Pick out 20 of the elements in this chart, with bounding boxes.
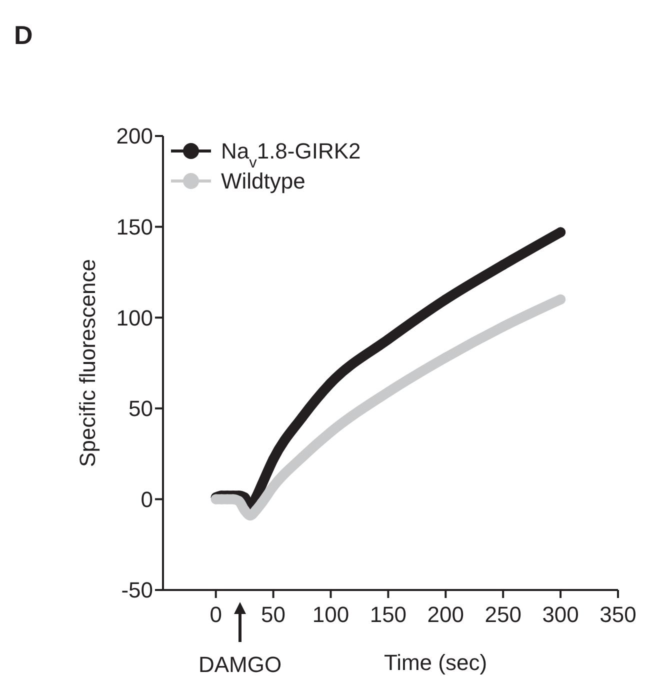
x-axis-title: Time (sec): [384, 650, 488, 675]
y-axis-title: Specific fluorescence: [75, 259, 100, 467]
chart-title: D: [14, 20, 33, 50]
text: DAMGO: [198, 652, 282, 677]
x-tick-label: 150: [370, 602, 407, 627]
x-tick-label: 250: [484, 602, 522, 627]
y-tick-label: 0: [140, 486, 153, 512]
x-tick-label: 50: [261, 602, 286, 627]
x-tick-label: 100: [312, 602, 350, 627]
y-tick-label: 50: [128, 396, 153, 422]
x-tick-label: 0: [210, 602, 222, 627]
legend-label: Wildtype: [221, 168, 306, 194]
x-tick-label: 200: [427, 602, 464, 627]
y-tick-label: -50: [121, 578, 153, 603]
y-tick-label: 150: [116, 214, 153, 240]
legend-label: Na$_{v}$1.8-GIRK2: [221, 138, 361, 172]
y-tick-label: 200: [116, 124, 153, 149]
y-tick-label: 100: [116, 305, 153, 330]
x-tick-label: 350: [600, 602, 636, 627]
x-tick-label: 300: [542, 602, 579, 627]
